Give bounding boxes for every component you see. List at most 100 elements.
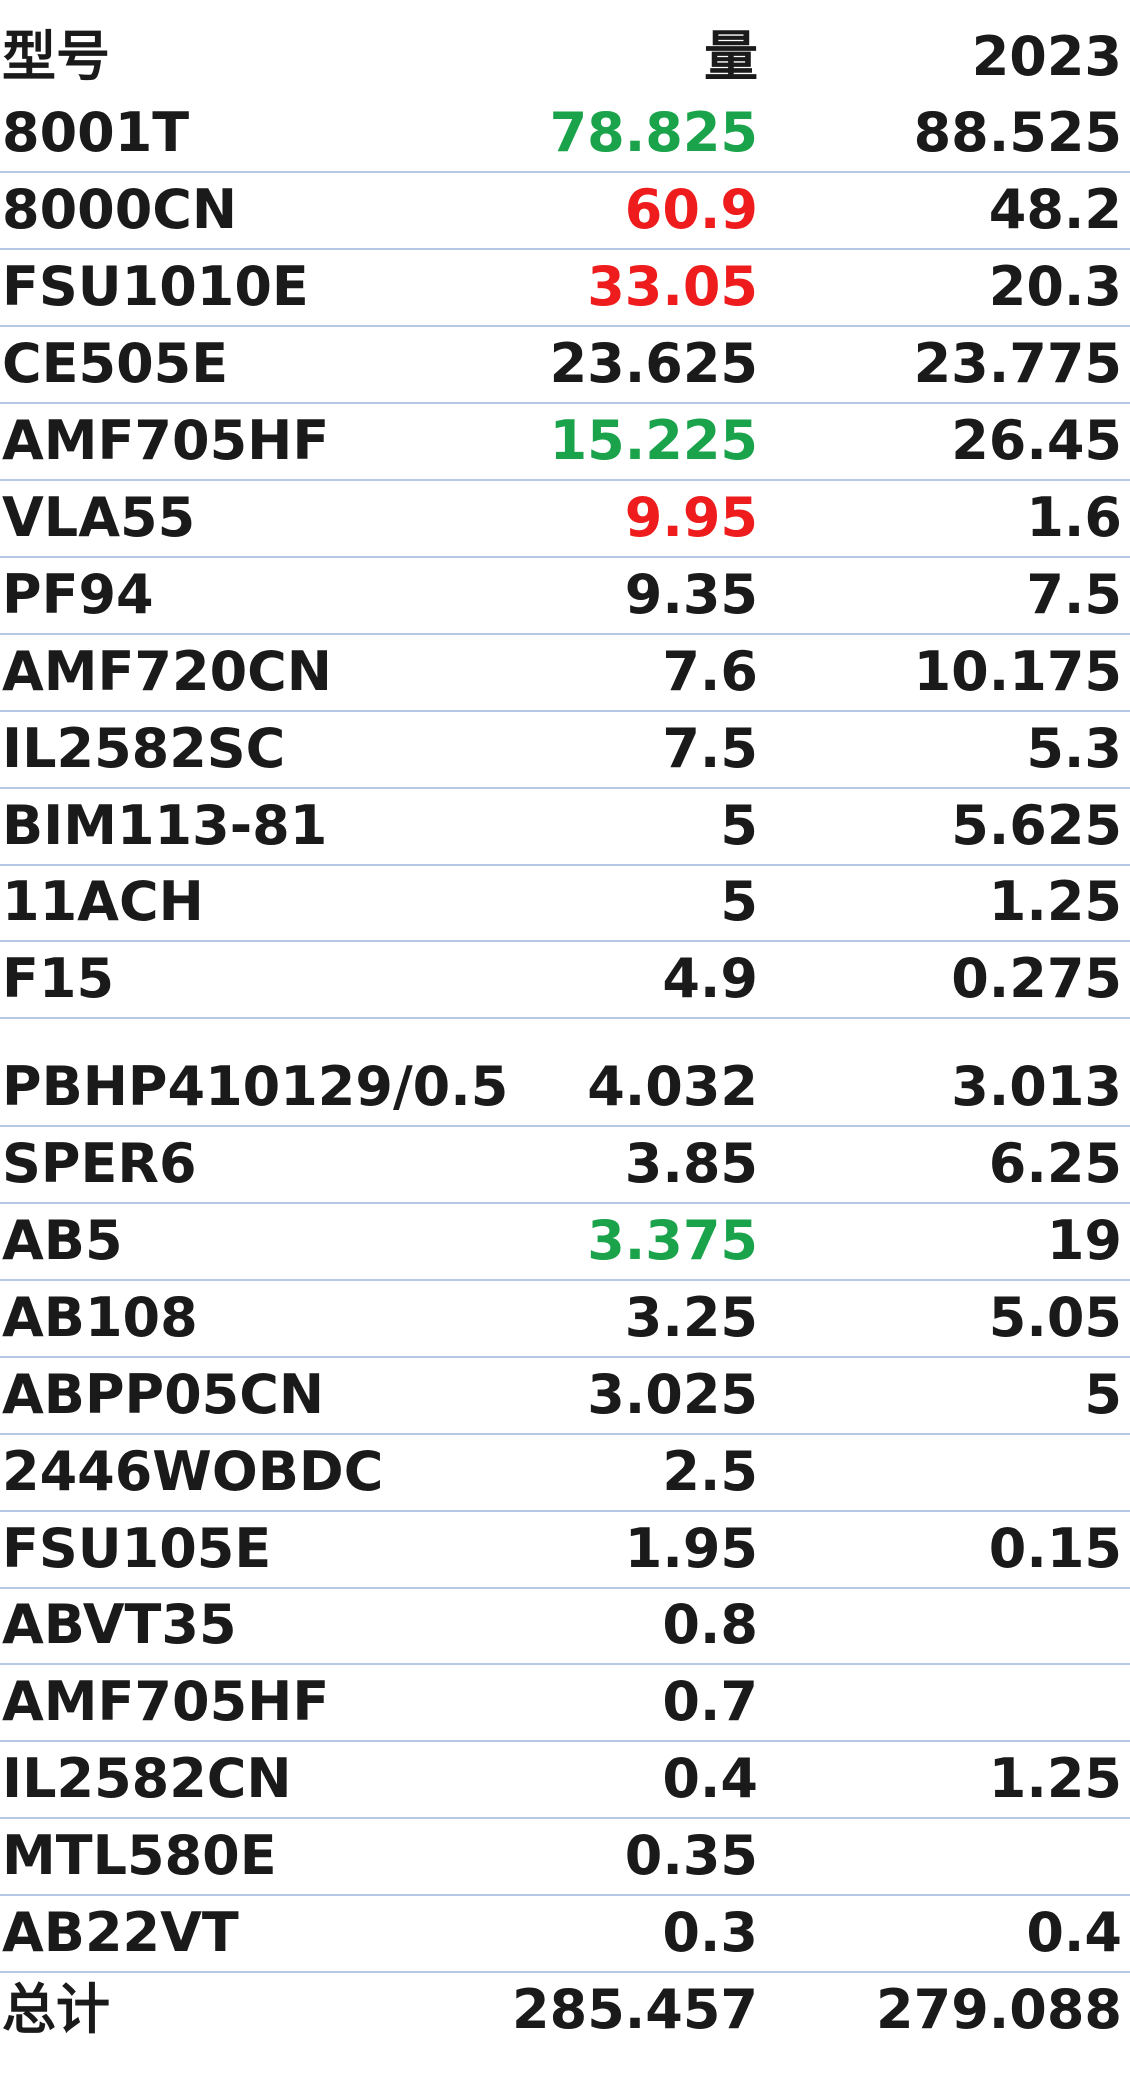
table-row: 2446WOBDC 2.5	[0, 1435, 1130, 1512]
total-2023: 279.088	[876, 1978, 1122, 2041]
table-row: ABVT35 0.8	[0, 1589, 1130, 1665]
cell-model: MTL580E	[2, 1824, 277, 1887]
cell-model: ABVT35	[2, 1593, 237, 1656]
cell-qty: 33.05	[587, 255, 758, 318]
cell-model: 8000CN	[2, 178, 238, 241]
cell-model: 8001T	[2, 101, 190, 164]
cell-qty: 9.35	[624, 563, 758, 626]
cell-qty: 23.625	[549, 332, 758, 395]
cell-2023: 10.175	[913, 640, 1122, 703]
table-row: 8000CN 60.9 48.2	[0, 173, 1130, 250]
cell-qty: 60.9	[624, 178, 758, 241]
cell-qty: 5	[720, 870, 758, 933]
header-2023: 2023	[971, 25, 1122, 88]
cell-2023: 6.25	[988, 1132, 1122, 1195]
cell-2023: 48.2	[988, 178, 1122, 241]
cell-model: AMF705HF	[2, 409, 330, 472]
cell-qty: 15.225	[549, 409, 758, 472]
cell-2023: 0.275	[951, 947, 1122, 1010]
cell-model: VLA55	[2, 486, 196, 549]
table-row: 11ACH 5 1.25	[0, 866, 1130, 942]
table-row: AMF720CN 7.6 10.175	[0, 635, 1130, 712]
table-row: AB108 3.25 5.05	[0, 1281, 1130, 1358]
cell-2023: 1.25	[988, 870, 1122, 933]
cell-model: AMF705HF	[2, 1670, 330, 1733]
cell-2023: 1.6	[1026, 486, 1122, 549]
cell-qty: 1.95	[624, 1517, 758, 1580]
cell-model: FSU105E	[2, 1517, 272, 1580]
table-row: SPER6 3.85 6.25	[0, 1127, 1130, 1204]
cell-qty: 7.6	[662, 640, 758, 703]
table-row: FSU105E 1.95 0.15	[0, 1512, 1130, 1589]
cell-qty: 3.85	[624, 1132, 758, 1195]
header-qty: 量	[704, 25, 758, 88]
table-row: PBHP410129/0.5 4.032 3.013	[0, 1019, 1130, 1127]
cell-model: BIM113-81	[2, 794, 328, 857]
table-row: MTL580E 0.35	[0, 1819, 1130, 1896]
header-model: 型号	[2, 25, 110, 88]
cell-2023: 7.5	[1026, 563, 1122, 626]
cell-qty: 0.8	[662, 1593, 758, 1656]
table-row: IL2582CN 0.4 1.25	[0, 1742, 1130, 1819]
cell-model: 11ACH	[2, 870, 204, 933]
cell-qty: 4.032	[587, 1055, 758, 1118]
cell-model: F15	[2, 947, 115, 1010]
cell-2023: 5.3	[1026, 717, 1122, 780]
total-label: 总计	[2, 1978, 110, 2041]
cell-2023: 0.4	[1026, 1901, 1122, 1964]
cell-qty: 0.7	[662, 1670, 758, 1733]
cell-model: PBHP410129/0.5	[2, 1055, 509, 1118]
cell-qty: 4.9	[662, 947, 758, 1010]
cell-2023: 23.775	[913, 332, 1122, 395]
cell-qty: 5	[720, 794, 758, 857]
cell-model: AMF720CN	[2, 640, 332, 703]
cell-2023: 1.25	[988, 1747, 1122, 1810]
table-row: BIM113-81 5 5.625	[0, 789, 1130, 866]
header-row: 型号 量 2023	[0, 0, 1130, 97]
cell-model: ABPP05CN	[2, 1363, 325, 1426]
data-table: 型号 量 2023 8001T 78.825 88.525 8000CN 60.9 48.…	[0, 0, 1130, 2050]
cell-model: AB108	[2, 1286, 198, 1349]
cell-model: CE505E	[2, 332, 229, 395]
table-row: AMF705HF 15.225 26.45	[0, 404, 1130, 481]
cell-model: FSU1010E	[2, 255, 309, 318]
cell-2023: 20.3	[988, 255, 1122, 318]
cell-qty: 3.25	[624, 1286, 758, 1349]
cell-model: SPER6	[2, 1132, 197, 1195]
cell-qty: 0.3	[662, 1901, 758, 1964]
cell-2023: 5	[1084, 1363, 1122, 1426]
table-row: FSU1010E 33.05 20.3	[0, 250, 1130, 327]
cell-2023: 26.45	[951, 409, 1122, 472]
cell-qty: 2.5	[662, 1440, 758, 1503]
cell-qty: 78.825	[549, 101, 758, 164]
cell-2023: 0.15	[988, 1517, 1122, 1580]
cell-2023: 3.013	[951, 1055, 1122, 1118]
cell-qty: 0.4	[662, 1747, 758, 1810]
cell-model: AB22VT	[2, 1901, 239, 1964]
table-body: 8001T 78.825 88.525 8000CN 60.9 48.2 FSU1010E 3…	[0, 97, 1130, 1973]
table-row: CE505E 23.625 23.775	[0, 327, 1130, 404]
table-row: VLA55 9.95 1.6	[0, 481, 1130, 558]
cell-model: PF94	[2, 563, 154, 626]
table-row: PF94 9.35 7.5	[0, 558, 1130, 635]
total-row: 总计 285.457 279.088	[0, 1973, 1130, 2050]
cell-model: 2446WOBDC	[2, 1440, 384, 1503]
table-row: AB5 3.375 19	[0, 1204, 1130, 1281]
table-row: AB22VT 0.3 0.4	[0, 1896, 1130, 1973]
table-row: IL2582SC 7.5 5.3	[0, 712, 1130, 789]
cell-2023: 19	[1046, 1209, 1122, 1272]
cell-model: IL2582CN	[2, 1747, 292, 1810]
table-row: ABPP05CN 3.025 5	[0, 1358, 1130, 1435]
cell-qty: 3.025	[587, 1363, 758, 1426]
cell-model: AB5	[2, 1209, 123, 1272]
cell-qty: 3.375	[587, 1209, 758, 1272]
cell-2023: 5.625	[951, 794, 1122, 857]
table-row: AMF705HF 0.7	[0, 1665, 1130, 1742]
table-row: 8001T 78.825 88.525	[0, 97, 1130, 173]
cell-qty: 0.35	[624, 1824, 758, 1887]
cell-2023: 5.05	[988, 1286, 1122, 1349]
cell-2023: 88.525	[913, 101, 1122, 164]
cell-qty: 7.5	[662, 717, 758, 780]
table-row: F15 4.9 0.275	[0, 942, 1130, 1019]
cell-qty: 9.95	[624, 486, 758, 549]
